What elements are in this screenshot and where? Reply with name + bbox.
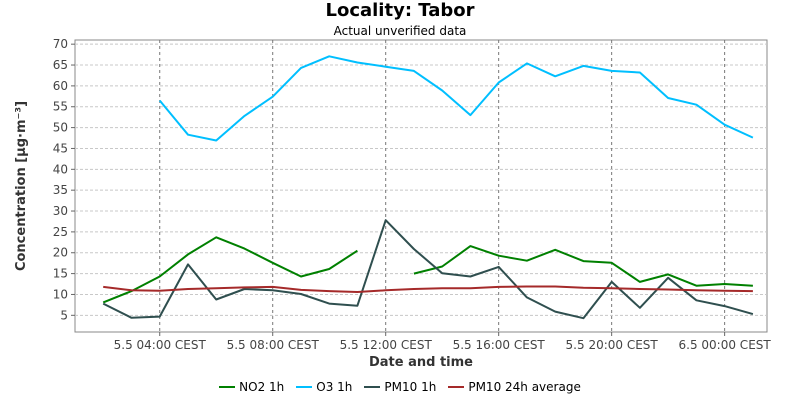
x-axis: 5.5 04:00 CEST 5.5 08:00 CEST 5.5 12:00 CE… (114, 332, 772, 352)
gridlines (75, 40, 767, 332)
y-tick-label: 30 (53, 204, 68, 218)
legend-item: PM10 24h average (448, 380, 581, 394)
series-line (158, 55, 754, 142)
legend-label: PM10 1h (384, 380, 437, 394)
series-line (102, 236, 358, 304)
legend-swatch (448, 385, 465, 388)
y-tick-label: 5 (60, 308, 68, 322)
y-tick-label: 70 (53, 37, 68, 51)
legend-label: O3 1h (316, 380, 353, 394)
y-tick-label: 50 (53, 121, 68, 135)
legend-item: NO2 1h (219, 380, 284, 394)
chart-subtitle: Actual unverified data (333, 24, 467, 38)
y-tick-label: 40 (53, 162, 68, 176)
legend-item: O3 1h (296, 380, 352, 394)
plot-area (74, 39, 768, 333)
series-line (103, 285, 753, 293)
y-tick-label: 20 (53, 246, 68, 260)
y-tick-label: 10 (53, 287, 68, 301)
legend-label: PM10 24h average (468, 380, 581, 394)
y-tick-label: 65 (53, 58, 68, 72)
x-tick-label: 5.5 12:00 CEST (340, 338, 433, 352)
x-tick-label: 5.5 16:00 CEST (453, 338, 546, 352)
y-axis: 5 10 15 20 25 30 35 40 45 50 55 60 65 70 (53, 37, 75, 322)
y-tick-label: 45 (53, 141, 68, 155)
series-lines (102, 55, 754, 320)
legend: NO2 1h O3 1h PM10 1h PM10 24h average (0, 380, 800, 394)
legend-item: PM10 1h (364, 380, 436, 394)
x-tick-label: 5.5 08:00 CEST (227, 338, 320, 352)
x-axis-title: Date and time (369, 355, 473, 370)
series-line (413, 245, 753, 287)
y-tick-label: 35 (53, 183, 68, 197)
y-axis-title: Concentration [µg·m⁻³] (14, 101, 29, 271)
legend-label: NO2 1h (239, 380, 285, 394)
chart-title: Locality: Tabor (325, 0, 475, 21)
y-tick-label: 15 (53, 267, 68, 281)
legend-swatch (364, 385, 381, 388)
x-tick-label: 5.5 04:00 CEST (114, 338, 207, 352)
x-tick-label: 6.5 00:00 CEST (679, 338, 772, 352)
y-tick-label: 25 (53, 225, 68, 239)
legend-swatch (219, 385, 236, 388)
legend-swatch (296, 385, 313, 388)
x-tick-label: 5.5 20:00 CEST (566, 338, 659, 352)
y-tick-label: 55 (53, 100, 68, 114)
y-tick-label: 60 (53, 79, 68, 93)
series-line (102, 219, 754, 320)
